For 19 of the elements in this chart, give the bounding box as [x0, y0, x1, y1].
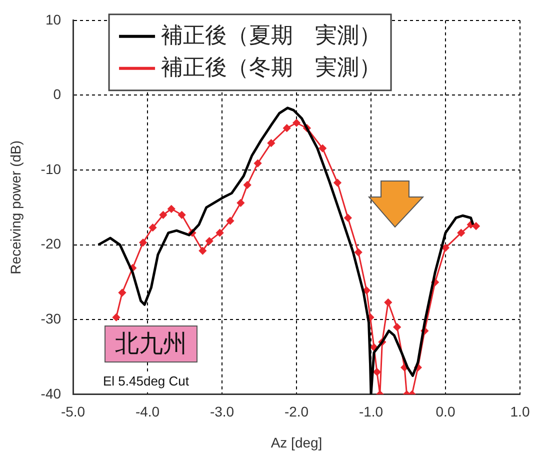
annotation: El 5.45deg Cut — [103, 374, 190, 389]
y-tick-label: 10 — [45, 11, 62, 28]
x-tick-label: -2.0 — [284, 404, 309, 420]
x-tick-label: -3.0 — [210, 404, 234, 420]
x-axis-title: Az [deg] — [270, 434, 322, 450]
y-tick-label: -10 — [40, 160, 62, 177]
x-tick-label: -1.0 — [358, 404, 384, 420]
legend-label: 補正後（冬期 実測） — [161, 54, 382, 80]
annotation: 北九州 — [115, 330, 187, 358]
x-tick-label: -5.0 — [60, 404, 86, 420]
legend-label: 補正後（夏期 実測） — [161, 22, 382, 48]
y-tick-label: -40 — [40, 385, 62, 402]
x-tick-label: -4.0 — [135, 404, 160, 420]
y-tick-label: -20 — [40, 236, 62, 252]
y-tick-label: -30 — [40, 310, 62, 326]
x-tick-label: 1.0 — [510, 404, 530, 420]
x-tick-label: 0.0 — [436, 404, 456, 420]
y-axis-title: Receiving power (dB) — [7, 140, 24, 274]
y-tick-label: 0 — [53, 86, 62, 102]
